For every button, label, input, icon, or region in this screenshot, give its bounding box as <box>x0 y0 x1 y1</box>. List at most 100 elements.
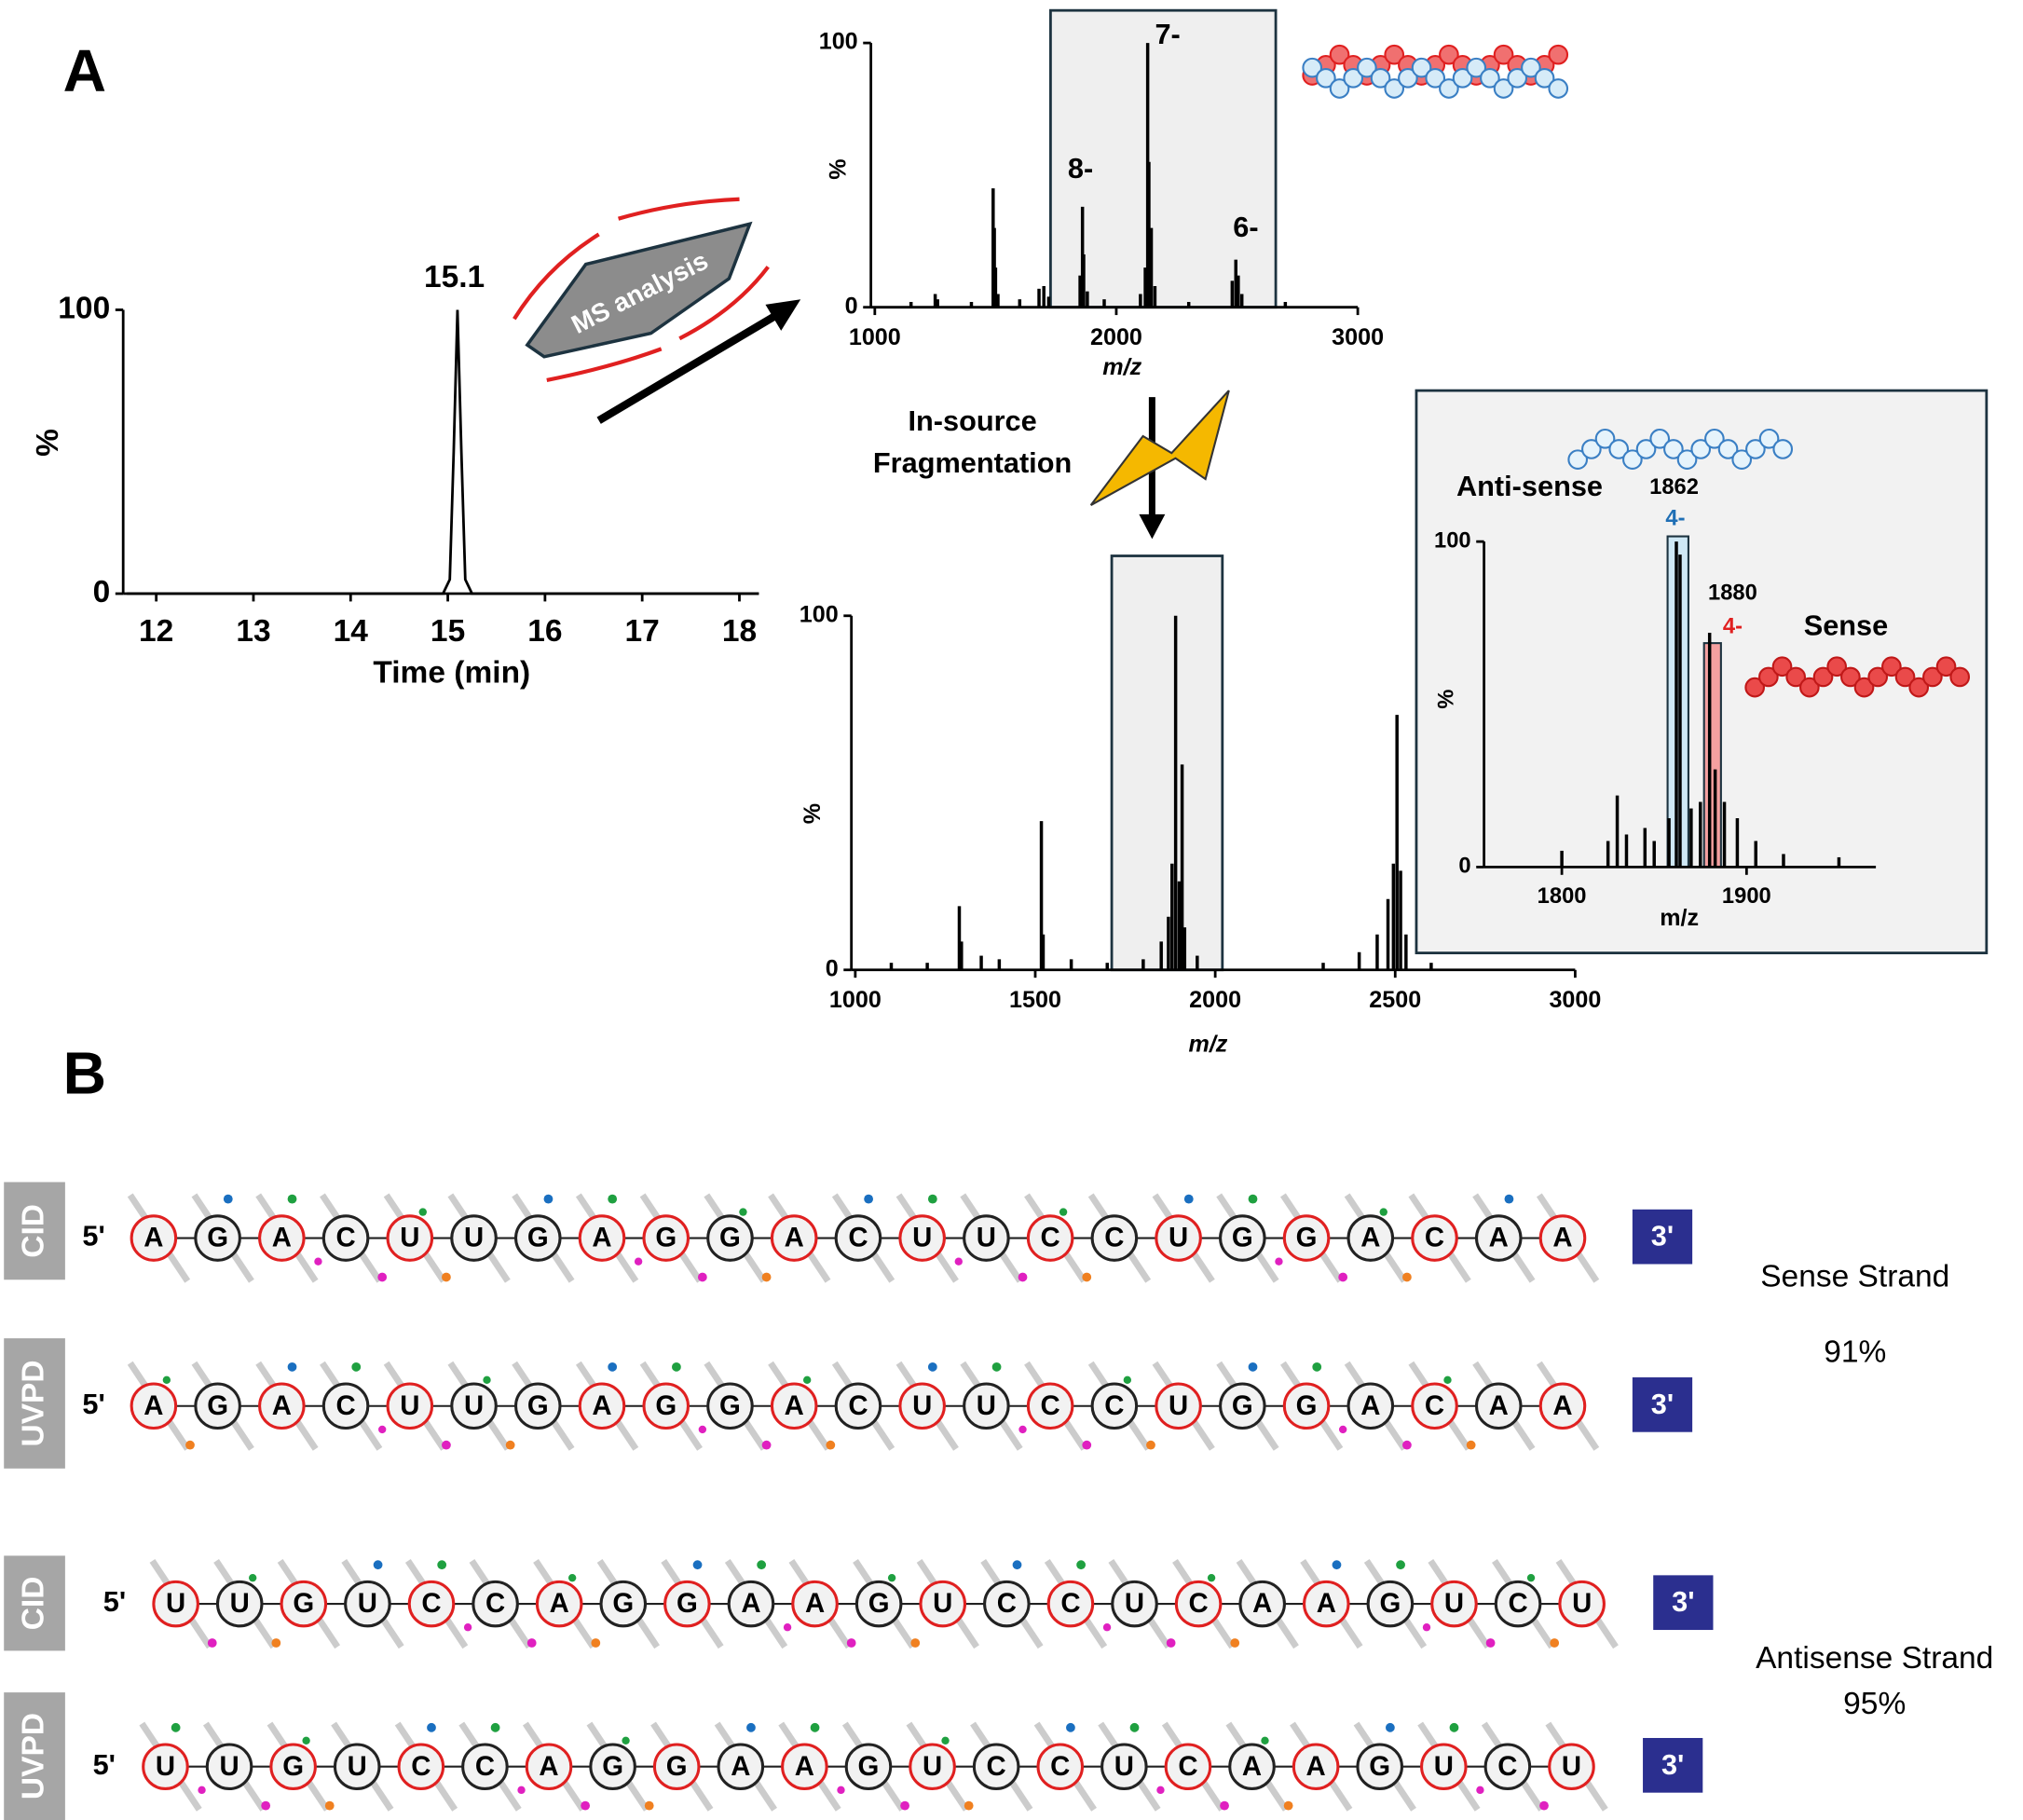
fragment-dot <box>185 1440 195 1450</box>
fragment-dot <box>1207 1573 1216 1582</box>
residue-letter: U <box>1562 1751 1581 1782</box>
residue-letter: U <box>1125 1588 1144 1619</box>
residue <box>983 1580 1031 1628</box>
strand-label: Anti-sense <box>1456 470 1603 502</box>
fragment-dot <box>543 1194 554 1204</box>
fragment-dot <box>581 1800 591 1811</box>
residue <box>1155 1214 1202 1262</box>
residue-letter: A <box>1489 1390 1509 1421</box>
fragment-dot <box>1402 1272 1412 1282</box>
residue <box>589 1743 636 1791</box>
residue-letter: A <box>144 1223 163 1253</box>
x-axis-label: m/z <box>1660 905 1699 931</box>
five-prime: 5' <box>82 1220 104 1252</box>
arrowhead <box>1139 513 1166 540</box>
fragment-dot <box>1485 1638 1496 1648</box>
fragment-dot <box>1539 1800 1549 1811</box>
residue <box>1090 1382 1139 1430</box>
fragment-dot <box>442 1440 451 1450</box>
residue <box>321 1214 370 1262</box>
nucleotide-icon <box>1663 439 1684 459</box>
y-axis-label: % <box>1435 690 1459 709</box>
residue-letter: U <box>1434 1751 1454 1782</box>
charge-label: 4- <box>1723 615 1743 639</box>
fragment-dot <box>505 1440 515 1450</box>
residue-letter: U <box>219 1751 239 1782</box>
y-axis-label: % <box>826 158 852 179</box>
fragment-dot <box>739 1208 747 1216</box>
fragment-dot <box>1146 1440 1155 1450</box>
residue-letter: U <box>358 1588 377 1619</box>
residue <box>963 1214 1010 1262</box>
residue-letter: U <box>166 1588 185 1619</box>
x-axis-label: m/z <box>1102 354 1141 380</box>
residue-letter: A <box>550 1588 569 1619</box>
residue <box>1228 1743 1276 1791</box>
fragment-dot <box>698 1425 707 1434</box>
residue-letter: G <box>1379 1588 1401 1619</box>
residue <box>1366 1580 1415 1628</box>
fragment-dot <box>442 1272 451 1282</box>
residue <box>215 1580 264 1628</box>
charge-label: 6- <box>1233 211 1258 243</box>
residue-letter: U <box>230 1588 250 1619</box>
nucleotide-icon <box>1548 44 1569 65</box>
arc <box>678 266 770 341</box>
residue-letter: C <box>1425 1223 1444 1253</box>
nucleotide-icon <box>1840 666 1861 688</box>
nucleotide-icon <box>1343 67 1364 89</box>
nucleotide-icon <box>1357 57 1377 78</box>
residue-letter: C <box>485 1588 505 1619</box>
fragment-dot <box>198 1786 206 1795</box>
five-prime: 5' <box>103 1585 126 1618</box>
arrow <box>596 308 784 424</box>
three-prime: 3' <box>1672 1585 1694 1618</box>
residue-letter: G <box>612 1588 634 1619</box>
nucleotide-icon <box>1853 677 1875 698</box>
residue <box>791 1580 839 1628</box>
y-axis-label: % <box>31 429 65 457</box>
fragment-dot <box>302 1736 310 1745</box>
panel-label: A <box>63 37 106 104</box>
fragment-dot <box>1018 1425 1027 1434</box>
residue-letter: G <box>1232 1390 1253 1421</box>
nucleotide-icon <box>1949 666 1971 688</box>
nucleotide-icon <box>1384 44 1405 65</box>
fragment-dot <box>1102 1623 1112 1632</box>
method-box <box>4 1555 65 1651</box>
fragment-dot <box>810 1722 820 1732</box>
method-box <box>4 1692 65 1820</box>
residue <box>386 1214 434 1262</box>
residue <box>1346 1382 1395 1430</box>
residue-letter: G <box>666 1751 688 1782</box>
fragment-dot <box>567 1573 577 1582</box>
highlight-box <box>1702 642 1722 869</box>
residue-letter: G <box>602 1751 623 1782</box>
fragment-dot <box>1275 1257 1283 1266</box>
residue <box>1474 1382 1523 1430</box>
nucleotide-icon <box>1717 439 1739 459</box>
residue <box>919 1580 967 1628</box>
nucleotide-icon <box>1745 439 1766 459</box>
residue <box>578 1214 626 1262</box>
residue-letter: G <box>719 1390 741 1421</box>
residue <box>461 1743 509 1791</box>
residue <box>898 1214 946 1262</box>
residue-letter: A <box>272 1390 292 1421</box>
residue <box>535 1580 583 1628</box>
residue <box>909 1743 956 1791</box>
fragment-dot <box>622 1736 630 1745</box>
y-tick-label: 100 <box>1434 528 1471 553</box>
peak-label: 15.1 <box>424 260 485 294</box>
residue-letter: C <box>1050 1751 1070 1782</box>
x-tick-label: 1000 <box>829 987 882 1013</box>
strand-name: Sense Strand <box>1760 1260 1949 1294</box>
x-tick-label: 15 <box>431 614 465 649</box>
residue-letter: G <box>655 1390 677 1421</box>
fragment-dot <box>1156 1786 1165 1795</box>
residue <box>130 1382 178 1430</box>
fragment-dot <box>1449 1722 1459 1732</box>
residue-letter: C <box>411 1751 431 1782</box>
fragment-dot <box>910 1638 921 1648</box>
y-tick-label: 100 <box>819 29 858 55</box>
